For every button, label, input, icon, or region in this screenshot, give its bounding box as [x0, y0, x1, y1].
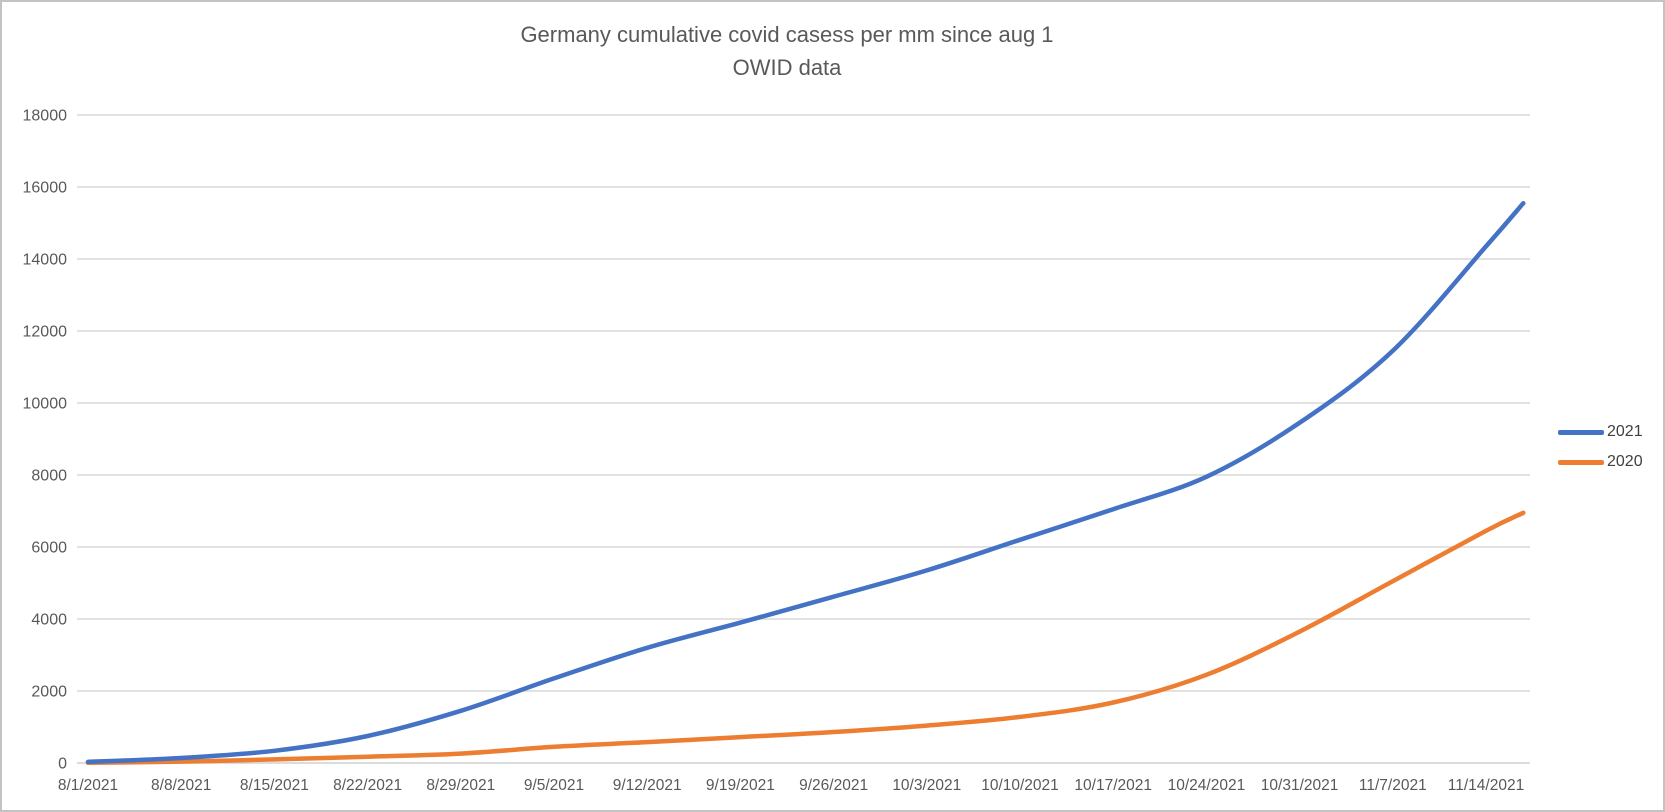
- legend-label-2021: 2021: [1607, 423, 1643, 440]
- x-tick-label: 9/26/2021: [799, 777, 868, 794]
- x-tick-label: 8/29/2021: [426, 777, 495, 794]
- x-tick-label: 11/14/2021: [1448, 777, 1524, 794]
- legend: 2021 2020: [1558, 423, 1643, 471]
- y-tick-label: 2000: [31, 684, 67, 701]
- legend-line-swatch-2021: [1558, 429, 1604, 435]
- x-tick-label: 10/10/2021: [981, 777, 1059, 794]
- series-line-2020[interactable]: [85, 510, 1526, 766]
- x-tick-label: 8/22/2021: [333, 777, 402, 794]
- y-tick-label: 16000: [23, 180, 68, 197]
- series-line-2021[interactable]: [85, 200, 1526, 765]
- y-tick-label: 18000: [23, 108, 68, 125]
- chart-title: Germany cumulative covid casess per mm s…: [2, 18, 1572, 84]
- y-tick-label: 12000: [23, 324, 68, 341]
- y-tick-label: 0: [58, 756, 67, 773]
- x-tick-label: 9/19/2021: [706, 777, 775, 794]
- x-tick-label: 9/5/2021: [524, 777, 584, 794]
- x-tick-label: 8/15/2021: [240, 777, 309, 794]
- chart-title-line2: OWID data: [732, 55, 842, 80]
- x-tick-label: 9/12/2021: [613, 777, 682, 794]
- x-tick-label: 8/8/2021: [151, 777, 211, 794]
- x-tick-label: 10/24/2021: [1168, 777, 1246, 794]
- legend-item-2021[interactable]: 2021: [1558, 423, 1643, 441]
- legend-label-2020: 2020: [1607, 453, 1643, 470]
- legend-item-2020[interactable]: 2020: [1558, 453, 1643, 471]
- y-tick-label: 8000: [31, 468, 67, 485]
- x-tick-label: 10/3/2021: [892, 777, 961, 794]
- x-tick-label: 10/17/2021: [1074, 777, 1152, 794]
- chart-title-line1: Germany cumulative covid casess per mm s…: [520, 22, 1054, 47]
- x-tick-label: 11/7/2021: [1359, 777, 1427, 794]
- legend-line-swatch-2020: [1558, 459, 1604, 465]
- x-tick-label: 10/31/2021: [1261, 777, 1339, 794]
- y-tick-label: 6000: [31, 540, 67, 557]
- y-tick-label: 4000: [31, 612, 67, 629]
- x-tick-label: 8/1/2021: [58, 777, 118, 794]
- y-tick-label: 10000: [23, 396, 68, 413]
- y-tick-label: 14000: [23, 252, 68, 269]
